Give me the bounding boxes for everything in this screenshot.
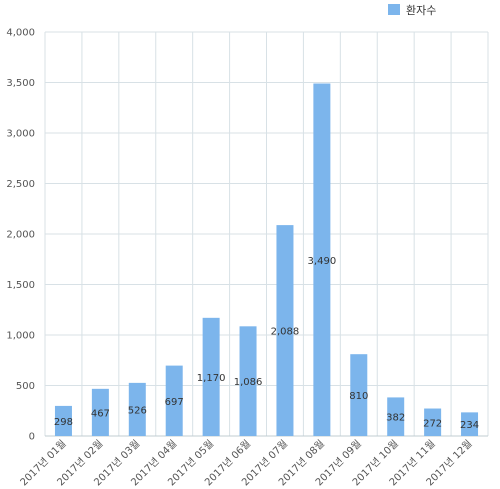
data-label: 2,088 [271,327,300,338]
y-tick-label: 500 [16,381,35,392]
data-label: 810 [349,391,368,402]
data-label: 1,086 [234,377,263,388]
bar[interactable] [387,397,405,436]
data-label: 298 [54,417,73,428]
data-label: 272 [423,418,442,429]
bar[interactable] [202,317,220,436]
bar[interactable] [54,405,72,436]
data-label: 526 [128,405,147,416]
data-label: 697 [165,397,184,408]
y-tick-label: 4,000 [6,28,35,39]
data-labels: 298 467 526 697 1,170 1,086 2,088 3,490 810 382 27… [54,256,479,431]
legend-label: 환자수 [406,4,436,17]
bar[interactable] [239,326,257,436]
bar[interactable] [424,408,442,436]
bar[interactable] [461,412,479,436]
bar[interactable] [91,388,109,436]
y-tick-label: 1,500 [6,280,35,291]
legend: 환자수 [388,4,436,17]
bar[interactable] [276,225,294,436]
y-tick-label: 1,000 [6,331,35,342]
data-label: 3,490 [308,256,337,267]
data-label: 234 [460,420,479,431]
bar[interactable] [128,382,146,436]
legend-swatch [388,4,400,15]
bar[interactable] [313,83,331,436]
bars [54,83,479,436]
data-label: 382 [386,413,405,424]
bar[interactable] [350,354,368,436]
y-tick-label: 2,000 [6,230,35,241]
data-label: 467 [91,408,110,419]
data-label: 1,170 [197,373,226,384]
y-tick-label: 0 [29,432,35,443]
y-tick-label: 3,000 [6,129,35,140]
grid [44,31,489,437]
y-axis: 0 500 1,000 1,500 2,000 2,500 3,000 3,500 4,000 [6,28,35,443]
y-tick-label: 2,500 [6,179,35,190]
y-tick-label: 3,500 [6,78,35,89]
bar[interactable] [165,365,183,436]
